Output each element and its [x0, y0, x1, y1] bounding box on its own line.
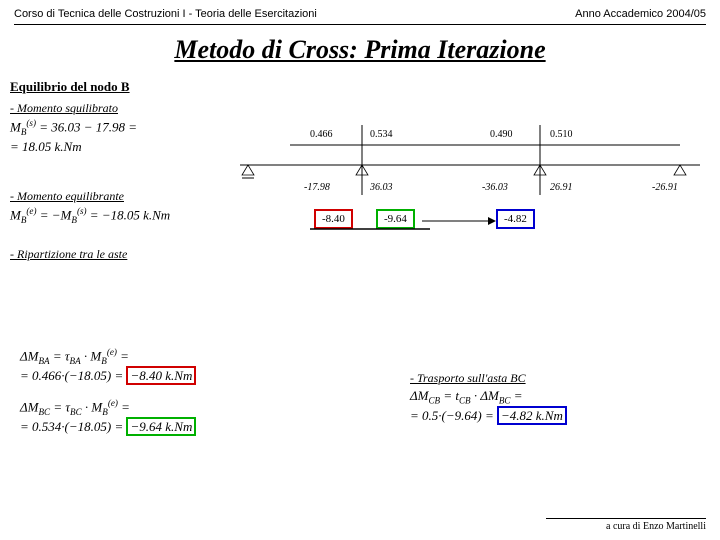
node-b-underline	[310, 227, 430, 231]
page-title: Metodo di Cross: Prima Iterazione	[0, 35, 720, 65]
label-momento-squilibrato: - Momento squilibrato	[10, 101, 720, 116]
eq-dmba-2: = 0.466·(−18.05) = −8.40 k.Nm	[20, 368, 370, 384]
m0-bc: 36.03	[368, 181, 395, 194]
label-trasporto: - Trasporto sull'asta BC	[410, 371, 710, 386]
m0-cb: -36.03	[480, 181, 510, 194]
iter1-cb: -4.82	[496, 209, 535, 229]
tau-cd: 0.510	[548, 128, 575, 141]
val-dmcb: −4.82 k.Nm	[497, 406, 567, 425]
label-ripartizione: - Ripartizione tra le aste	[10, 247, 720, 262]
tau-bc: 0.534	[368, 128, 395, 141]
header-right: Anno Accademico 2004/05	[575, 8, 706, 20]
m0-cd: 26.91	[548, 181, 575, 194]
tau-ba: 0.466	[308, 128, 335, 141]
ripartizione-col: ΔMBA = τBA · MB(e) = = 0.466·(−18.05) = …	[10, 345, 370, 437]
transport-arrow-icon	[422, 215, 496, 227]
header-left: Corso di Tecnica delle Costruzioni I - T…	[14, 8, 317, 20]
footer-credit: a cura di Enzo Martinelli	[546, 518, 706, 532]
val-dmba: −8.40 k.Nm	[126, 366, 196, 385]
eq-dmcb-1: ΔMCB = tCB · ΔMBC =	[410, 388, 710, 406]
m0-ba: -17.98	[302, 181, 332, 194]
m0-dc: -26.91	[650, 181, 680, 194]
eq-dmbc-1: ΔMBC = τBC · MB(e) =	[20, 398, 370, 417]
header-divider	[14, 24, 706, 25]
eq-dmba-1: ΔMBA = τBA · MB(e) =	[20, 347, 370, 366]
eq-dmbc-2: = 0.534·(−18.05) = −9.64 k.Nm	[20, 419, 370, 435]
tau-cb: 0.490	[488, 128, 515, 141]
eq-dmcb-2: = 0.5·(−9.64) = −4.82 k.Nm	[410, 408, 710, 424]
label-equilibrio-b: Equilibrio del nodo B	[10, 79, 720, 95]
cross-diagram: 0.466 0.534 0.490 0.510 -17.98 36.03 -36…	[240, 125, 700, 235]
trasporto-col: - Trasporto sull'asta BC ΔMCB = tCB · ΔM…	[410, 365, 710, 426]
val-dmbc: −9.64 k.Nm	[126, 417, 196, 436]
